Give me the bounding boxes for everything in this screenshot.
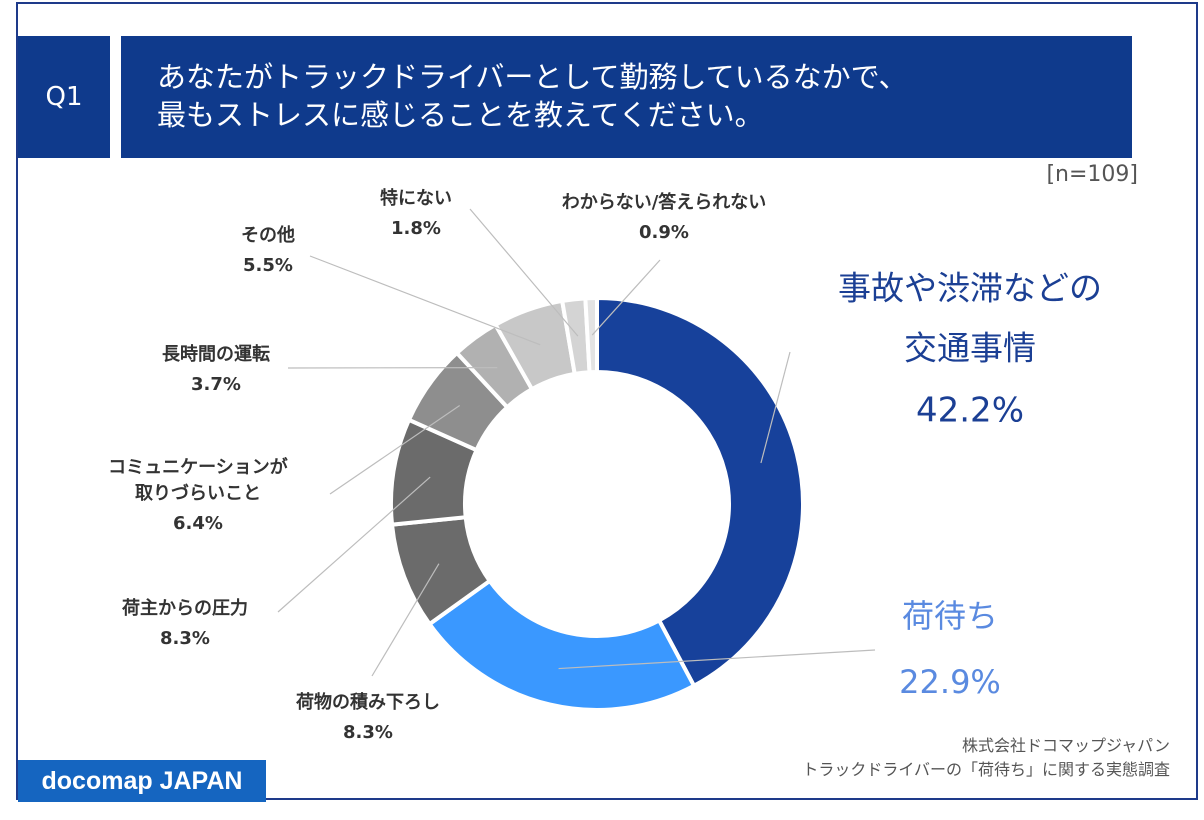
leader-line-s8 (469, 208, 579, 337)
slice-label-s9-line1: わからない/答えられない (562, 191, 767, 213)
leader-line-s7 (309, 255, 541, 346)
leader-line-s9 (591, 259, 661, 336)
leader-line-s2 (558, 649, 876, 670)
chart-slices (389, 295, 805, 712)
donut-slice-s2 (426, 578, 697, 712)
slice-value-s1: 42.2% (916, 391, 1024, 431)
question-title: あなたがトラックドライバーとして勤務しているなかで、 最もストレスに感じることを… (121, 36, 1132, 158)
slice-label-s1-line2: 交通事情 (904, 329, 1036, 368)
slice-label-s1-line1: 事故や渋滞などの (838, 269, 1102, 308)
slice-value-s9: 0.9% (639, 222, 689, 243)
slice-label-s4-line1: 荷主からの圧力 (122, 597, 248, 619)
slice-label-s6-line1: 長時間の運転 (162, 343, 270, 365)
slice-value-s2: 22.9% (899, 663, 1001, 701)
slice-label-s2-line1: 荷待ち (902, 597, 998, 635)
chart-leader-lines (277, 208, 876, 677)
slice-value-s6: 3.7% (191, 374, 241, 395)
slice-value-s5: 6.4% (173, 513, 223, 534)
slice-label-s5-line2: 取りづらいこと (135, 483, 261, 504)
question-title-line2: 最もストレスに感じることを教えてください。 (157, 98, 764, 132)
donut-slice-s9 (583, 295, 599, 375)
company-logo: docomap JAPAN (18, 760, 266, 802)
leader-line-s5 (329, 405, 460, 495)
slice-label-s3-line1: 荷物の積み下ろし (296, 691, 440, 713)
source-note: 株式会社ドコマップジャパン トラックドライバーの「荷待ち」に関する実態調査 (640, 734, 1170, 782)
question-title-line1: あなたがトラックドライバーとして勤務しているなかで、 (157, 60, 908, 94)
slice-value-s4: 8.3% (160, 628, 210, 649)
slice-label-s8-line1: 特にない (380, 187, 452, 209)
slice-value-s3: 8.3% (343, 722, 393, 743)
question-number: Q1 (18, 36, 110, 158)
slice-label-s5-line1: コミュニケーションが (108, 456, 288, 478)
leader-line-s3 (371, 563, 440, 677)
leader-line-s1 (760, 351, 791, 464)
donut-slice-s1 (595, 295, 805, 689)
leader-line-s4 (277, 476, 431, 613)
sample-size: [n=109] (1046, 162, 1138, 187)
source-company: 株式会社ドコマップジャパン (961, 736, 1170, 755)
slice-value-s8: 1.8% (391, 218, 441, 239)
slice-value-s7: 5.5% (243, 255, 293, 276)
slice-label-s7-line1: その他 (241, 224, 295, 246)
source-survey: トラックドライバーの「荷待ち」に関する実態調査 (802, 760, 1170, 779)
